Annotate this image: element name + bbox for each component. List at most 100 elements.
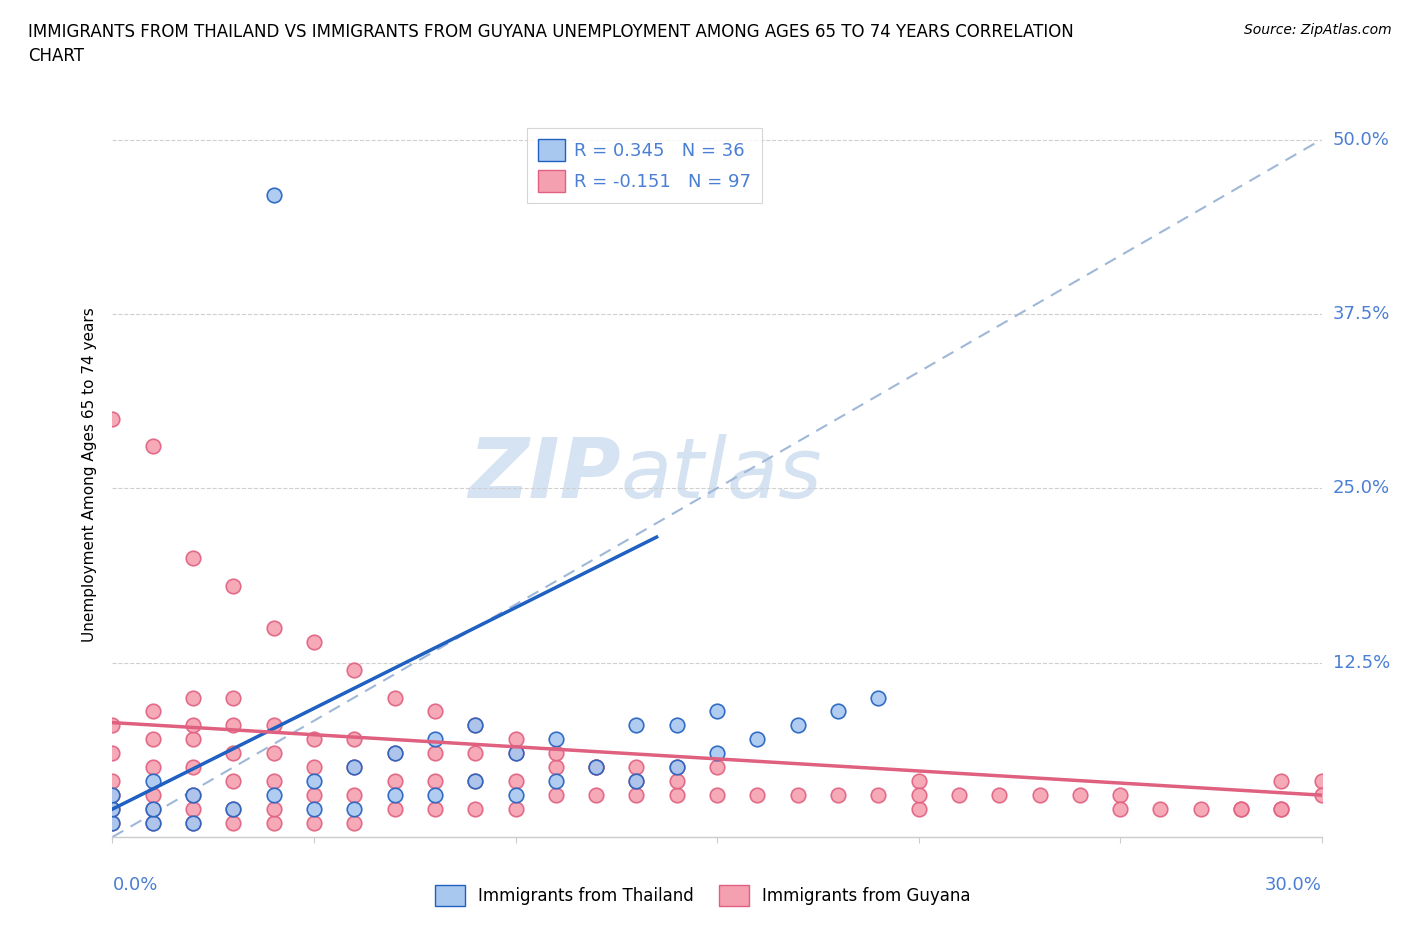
- Point: [181, 718, 204, 733]
- Y-axis label: Unemployment Among Ages 65 to 74 years: Unemployment Among Ages 65 to 74 years: [82, 307, 97, 642]
- Point: [343, 802, 366, 817]
- Point: [505, 788, 527, 803]
- Point: [222, 718, 245, 733]
- Point: [263, 816, 285, 830]
- Point: [343, 816, 366, 830]
- Point: [302, 634, 325, 649]
- Point: [142, 816, 165, 830]
- Text: 37.5%: 37.5%: [1333, 305, 1391, 323]
- Point: [423, 788, 446, 803]
- Point: [263, 802, 285, 817]
- Point: [302, 802, 325, 817]
- Point: [544, 732, 567, 747]
- Point: [181, 760, 204, 775]
- Point: [181, 788, 204, 803]
- Text: 50.0%: 50.0%: [1333, 130, 1389, 149]
- Point: [181, 551, 204, 565]
- Point: [544, 774, 567, 789]
- Point: [384, 746, 406, 761]
- Point: [665, 788, 688, 803]
- Point: [423, 802, 446, 817]
- Point: [222, 802, 245, 817]
- Point: [1149, 802, 1171, 817]
- Point: [384, 690, 406, 705]
- Point: [343, 732, 366, 747]
- Point: [665, 774, 688, 789]
- Point: [464, 802, 486, 817]
- Text: 30.0%: 30.0%: [1265, 876, 1322, 894]
- Point: [907, 774, 929, 789]
- Point: [907, 788, 929, 803]
- Point: [181, 802, 204, 817]
- Point: [706, 746, 728, 761]
- Point: [868, 788, 890, 803]
- Point: [706, 704, 728, 719]
- Point: [181, 788, 204, 803]
- Point: [343, 760, 366, 775]
- Point: [626, 788, 648, 803]
- Point: [665, 760, 688, 775]
- Point: [747, 788, 769, 803]
- Point: [706, 788, 728, 803]
- Point: [101, 802, 124, 817]
- Point: [101, 411, 124, 426]
- Point: [302, 816, 325, 830]
- Point: [464, 718, 486, 733]
- Point: [142, 774, 165, 789]
- Point: [302, 788, 325, 803]
- Text: IMMIGRANTS FROM THAILAND VS IMMIGRANTS FROM GUYANA UNEMPLOYMENT AMONG AGES 65 TO: IMMIGRANTS FROM THAILAND VS IMMIGRANTS F…: [28, 23, 1074, 65]
- Point: [142, 816, 165, 830]
- Point: [585, 788, 607, 803]
- Point: [505, 732, 527, 747]
- Point: [263, 718, 285, 733]
- Point: [263, 188, 285, 203]
- Point: [626, 774, 648, 789]
- Point: [343, 662, 366, 677]
- Text: 12.5%: 12.5%: [1333, 654, 1391, 671]
- Point: [101, 718, 124, 733]
- Point: [786, 718, 808, 733]
- Point: [706, 760, 728, 775]
- Point: [222, 746, 245, 761]
- Point: [101, 774, 124, 789]
- Text: ZIP: ZIP: [468, 433, 620, 515]
- Point: [263, 788, 285, 803]
- Point: [907, 802, 929, 817]
- Point: [585, 760, 607, 775]
- Point: [142, 439, 165, 454]
- Point: [626, 718, 648, 733]
- Point: [585, 760, 607, 775]
- Point: [827, 704, 849, 719]
- Point: [544, 760, 567, 775]
- Point: [263, 746, 285, 761]
- Point: [544, 788, 567, 803]
- Point: [222, 690, 245, 705]
- Point: [142, 788, 165, 803]
- Point: [222, 816, 245, 830]
- Point: [1310, 774, 1333, 789]
- Point: [142, 802, 165, 817]
- Point: [1230, 802, 1253, 817]
- Point: [464, 774, 486, 789]
- Text: atlas: atlas: [620, 433, 823, 515]
- Point: [101, 816, 124, 830]
- Point: [1270, 802, 1292, 817]
- Point: [181, 732, 204, 747]
- Point: [1109, 802, 1132, 817]
- Point: [423, 746, 446, 761]
- Point: [868, 690, 890, 705]
- Point: [302, 774, 325, 789]
- Point: [263, 774, 285, 789]
- Point: [101, 802, 124, 817]
- Legend: Immigrants from Thailand, Immigrants from Guyana: Immigrants from Thailand, Immigrants fro…: [429, 879, 977, 912]
- Point: [142, 704, 165, 719]
- Point: [665, 760, 688, 775]
- Point: [343, 760, 366, 775]
- Point: [1028, 788, 1050, 803]
- Point: [505, 802, 527, 817]
- Point: [263, 620, 285, 635]
- Point: [505, 746, 527, 761]
- Point: [302, 760, 325, 775]
- Point: [423, 732, 446, 747]
- Text: 0.0%: 0.0%: [112, 876, 157, 894]
